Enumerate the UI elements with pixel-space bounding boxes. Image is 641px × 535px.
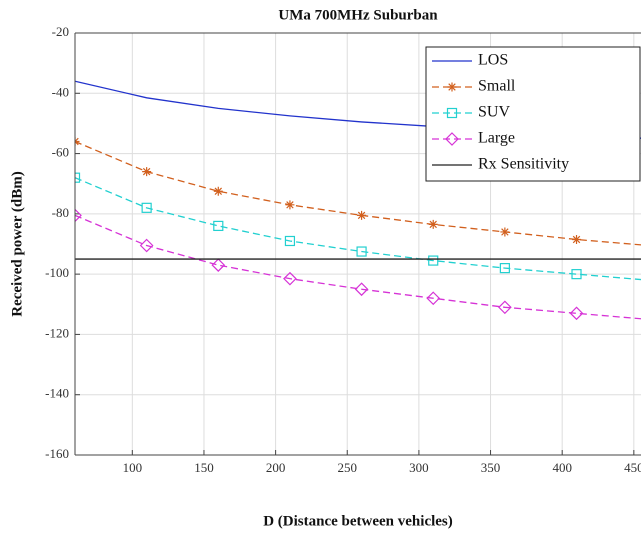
marker [213, 220, 224, 232]
plot-area [75, 80, 641, 321]
marker [426, 291, 441, 306]
marker [357, 210, 367, 220]
legend-box [425, 46, 641, 182]
legend-label: Rx Sensitivity [478, 156, 569, 173]
legend-label: Small [478, 78, 516, 95]
x-axis-label: D (Distance between vehicles) [263, 513, 453, 529]
marker [447, 82, 457, 92]
marker [356, 246, 367, 257]
y-tick-label: -100 [45, 265, 69, 280]
x-tick-label: 450 [624, 460, 641, 475]
marker [500, 227, 510, 237]
marker [498, 300, 512, 315]
marker [211, 258, 226, 272]
marker [569, 306, 584, 321]
y-tick-label: -140 [45, 386, 69, 401]
legend: LOS Small SUV Large Rx Sensitivity [425, 46, 641, 182]
marker [445, 132, 459, 146]
marker [139, 238, 154, 253]
y-tick-label: -20 [52, 24, 69, 39]
x-tick-label: 200 [266, 460, 286, 475]
marker [75, 172, 81, 183]
series-line [75, 214, 641, 320]
marker [428, 219, 438, 229]
marker [141, 202, 152, 213]
marker [213, 186, 223, 196]
marker [283, 271, 297, 286]
marker [499, 263, 510, 274]
x-tick-label: 150 [194, 460, 214, 475]
legend-label: SUV [478, 104, 510, 121]
marker [284, 235, 296, 247]
legend-label: LOS [478, 52, 508, 69]
x-tick-label: 250 [338, 460, 358, 475]
series-line [75, 177, 641, 281]
y-tick-label: -160 [45, 446, 69, 461]
marker [428, 255, 439, 266]
y-tick-label: -40 [52, 84, 69, 99]
marker [285, 200, 295, 210]
legend-label: Large [478, 130, 515, 147]
marker [354, 282, 369, 297]
x-tick-label: 350 [481, 460, 501, 475]
y-axis-label: Received power (dBm) [9, 171, 25, 317]
y-tick-label: -80 [52, 205, 69, 220]
x-tick-label: 100 [123, 460, 143, 475]
marker [446, 107, 458, 119]
x-tick-label: 400 [552, 460, 572, 475]
marker [142, 167, 152, 177]
y-tick-label: -60 [52, 145, 69, 160]
marker [571, 269, 582, 280]
y-tick-label: -120 [45, 325, 69, 340]
chart-title: UMa 700MHz Suburban [278, 7, 438, 23]
marker [75, 208, 82, 223]
marker [572, 234, 582, 244]
x-tick-label: 300 [409, 460, 429, 475]
